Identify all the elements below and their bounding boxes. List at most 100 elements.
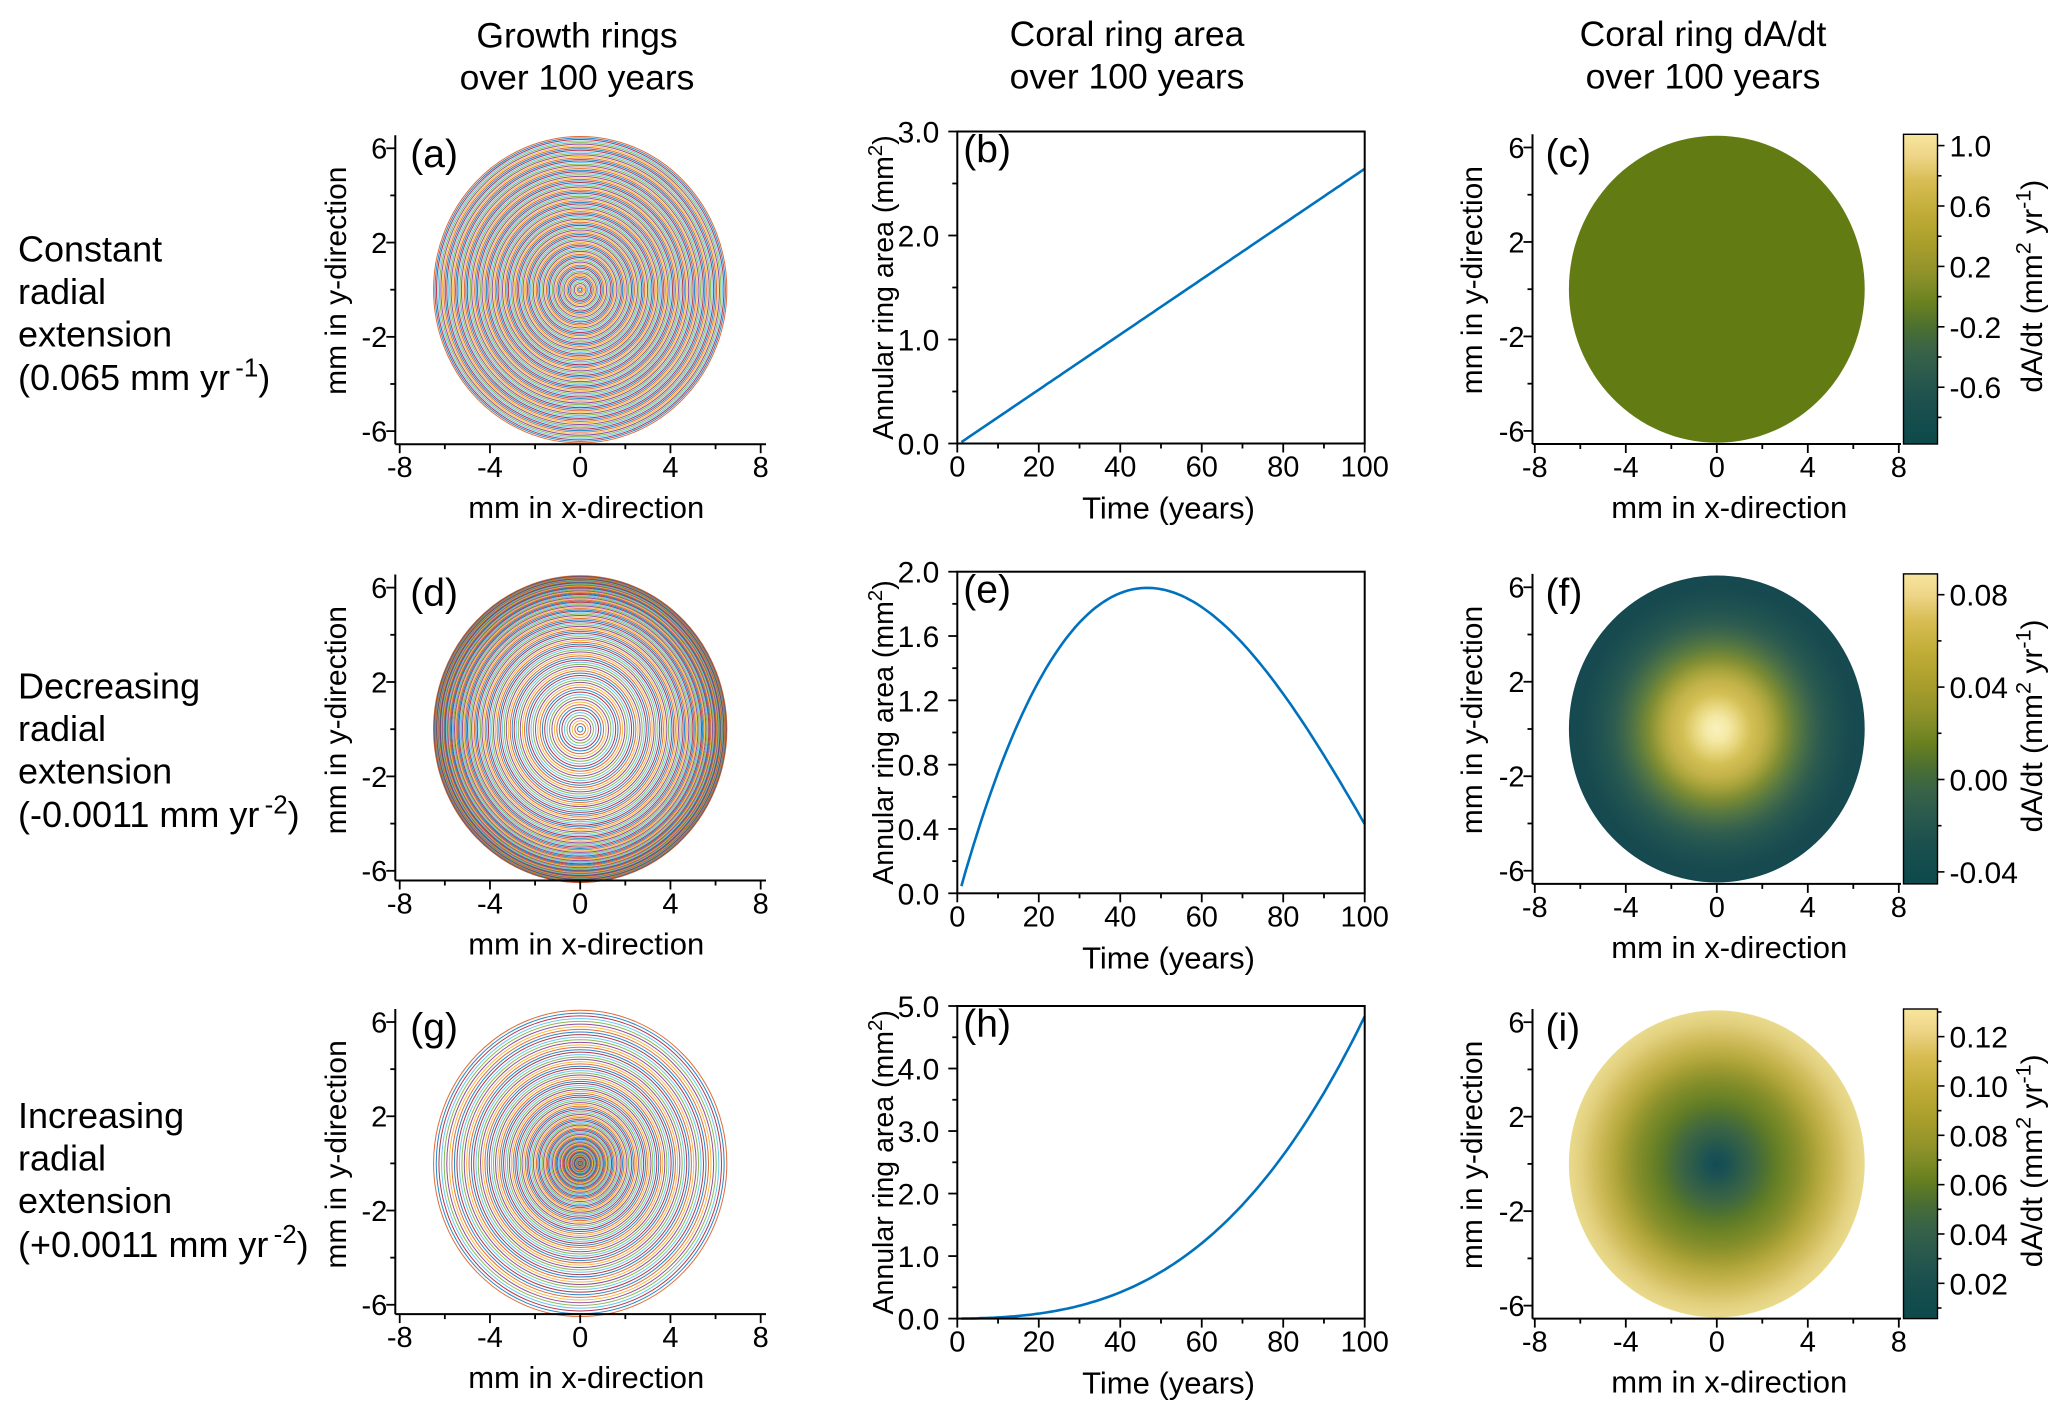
- svg-text:2.0: 2.0: [898, 1179, 940, 1212]
- svg-text:0.6: 0.6: [1950, 191, 1992, 224]
- svg-text:8: 8: [753, 1322, 769, 1354]
- svg-text:(i): (i): [1546, 1007, 1581, 1050]
- svg-text:6: 6: [371, 134, 387, 166]
- svg-text:-2: -2: [1499, 1197, 1525, 1229]
- svg-text:60: 60: [1186, 1327, 1218, 1359]
- svg-text:2: 2: [1508, 227, 1524, 259]
- svg-text:6: 6: [1508, 133, 1524, 165]
- svg-text:mm in x-direction: mm in x-direction: [468, 490, 704, 525]
- svg-text:0: 0: [1709, 892, 1725, 924]
- svg-text:-6: -6: [362, 856, 388, 888]
- svg-text:2.0: 2.0: [898, 557, 940, 590]
- svg-text:0.2: 0.2: [1950, 251, 1992, 284]
- svg-text:(b): (b): [963, 129, 1011, 172]
- svg-text:-8: -8: [387, 1322, 413, 1354]
- svg-text:mm in y-direction: mm in y-direction: [320, 1040, 353, 1268]
- svg-text:0: 0: [949, 1327, 965, 1359]
- svg-text:-4: -4: [1613, 892, 1639, 924]
- svg-text:mm in y-direction: mm in y-direction: [320, 606, 353, 834]
- svg-text:20: 20: [1023, 901, 1055, 933]
- svg-text:80: 80: [1267, 1327, 1299, 1359]
- svg-text:0.8: 0.8: [898, 750, 940, 783]
- svg-text:-6: -6: [1499, 1291, 1525, 1323]
- svg-text:0.04: 0.04: [1950, 672, 2008, 705]
- svg-text:8: 8: [753, 889, 769, 921]
- svg-text:40: 40: [1104, 452, 1136, 484]
- svg-text:2: 2: [1508, 1102, 1524, 1134]
- svg-text:Time (years): Time (years): [1082, 491, 1255, 526]
- svg-text:-8: -8: [1522, 1327, 1548, 1359]
- svg-text:0: 0: [572, 452, 588, 484]
- svg-text:mm in y-direction: mm in y-direction: [320, 167, 353, 395]
- svg-text:2: 2: [371, 228, 387, 260]
- svg-text:(c): (c): [1546, 132, 1591, 175]
- svg-text:0: 0: [1709, 1327, 1725, 1359]
- svg-text:80: 80: [1267, 452, 1299, 484]
- svg-text:-8: -8: [387, 452, 413, 484]
- svg-text:mm in x-direction: mm in x-direction: [1611, 490, 1847, 525]
- svg-text:-2: -2: [362, 322, 388, 354]
- svg-text:1.0: 1.0: [898, 1241, 940, 1274]
- svg-text:0: 0: [1709, 452, 1725, 484]
- svg-text:0.04: 0.04: [1950, 1219, 2008, 1252]
- svg-text:-2: -2: [362, 1196, 388, 1228]
- svg-text:0: 0: [949, 452, 965, 484]
- svg-text:Time (years): Time (years): [1082, 940, 1255, 975]
- svg-text:100: 100: [1341, 1327, 1389, 1359]
- svg-text:Coral ring dA/dt: Coral ring dA/dt: [1580, 14, 1827, 54]
- svg-text:1.2: 1.2: [898, 685, 940, 718]
- svg-text:4: 4: [1800, 892, 1816, 924]
- svg-text:mm in y-direction: mm in y-direction: [1456, 1041, 1489, 1269]
- svg-text:6: 6: [371, 1007, 387, 1039]
- svg-text:-6: -6: [1499, 416, 1525, 448]
- svg-text:2.0: 2.0: [898, 221, 940, 254]
- svg-text:Growth rings: Growth rings: [476, 16, 677, 56]
- svg-text:8: 8: [1891, 892, 1907, 924]
- svg-text:4: 4: [1800, 1327, 1816, 1359]
- svg-text:8: 8: [1891, 1327, 1907, 1359]
- svg-text:over 100 years: over 100 years: [1586, 57, 1821, 97]
- svg-text:-4: -4: [1613, 452, 1639, 484]
- svg-text:0.0: 0.0: [898, 429, 940, 462]
- svg-text:60: 60: [1186, 901, 1218, 933]
- svg-text:0.08: 0.08: [1950, 1120, 2008, 1153]
- svg-text:0: 0: [572, 889, 588, 921]
- svg-text:-4: -4: [477, 1322, 503, 1354]
- svg-text:0.10: 0.10: [1950, 1071, 2008, 1104]
- svg-text:-2: -2: [1499, 322, 1525, 354]
- svg-text:-4: -4: [1613, 1327, 1639, 1359]
- svg-text:60: 60: [1186, 452, 1218, 484]
- svg-text:-0.04: -0.04: [1950, 857, 2018, 890]
- svg-text:40: 40: [1104, 901, 1136, 933]
- svg-text:-6: -6: [1499, 856, 1525, 888]
- svg-text:dA/dt (mm2 yr-1): dA/dt (mm2 yr-1): [2011, 180, 2049, 393]
- svg-text:8: 8: [753, 452, 769, 484]
- svg-text:-4: -4: [477, 452, 503, 484]
- svg-text:5.0: 5.0: [898, 991, 940, 1024]
- svg-text:3.0: 3.0: [898, 117, 940, 150]
- svg-text:radial: radial: [18, 1138, 106, 1179]
- svg-text:mm in x-direction: mm in x-direction: [468, 927, 704, 962]
- svg-text:-6: -6: [362, 417, 388, 449]
- svg-text:(-0.0011 mm yr -2): (-0.0011 mm yr -2): [18, 792, 300, 836]
- svg-text:40: 40: [1104, 1327, 1136, 1359]
- svg-text:2: 2: [371, 1102, 387, 1134]
- svg-text:20: 20: [1023, 1327, 1055, 1359]
- svg-text:0.12: 0.12: [1950, 1022, 2008, 1055]
- svg-text:4: 4: [662, 452, 678, 484]
- svg-text:6: 6: [1508, 1008, 1524, 1040]
- svg-text:0.02: 0.02: [1950, 1268, 2008, 1301]
- svg-text:6: 6: [371, 573, 387, 605]
- svg-text:2: 2: [371, 667, 387, 699]
- svg-text:(f): (f): [1546, 572, 1583, 615]
- svg-text:0.4: 0.4: [898, 814, 940, 847]
- svg-text:(g): (g): [410, 1007, 458, 1050]
- svg-text:1.0: 1.0: [1950, 131, 1992, 164]
- svg-text:8: 8: [1891, 452, 1907, 484]
- svg-text:-6: -6: [362, 1290, 388, 1322]
- svg-text:4: 4: [662, 1322, 678, 1354]
- svg-text:dA/dt (mm2 yr-1): dA/dt (mm2 yr-1): [2011, 1054, 2049, 1267]
- svg-text:0.06: 0.06: [1950, 1170, 2008, 1203]
- svg-text:Annular ring area (mm2): Annular ring area (mm2): [864, 135, 900, 439]
- svg-text:(e): (e): [963, 569, 1011, 612]
